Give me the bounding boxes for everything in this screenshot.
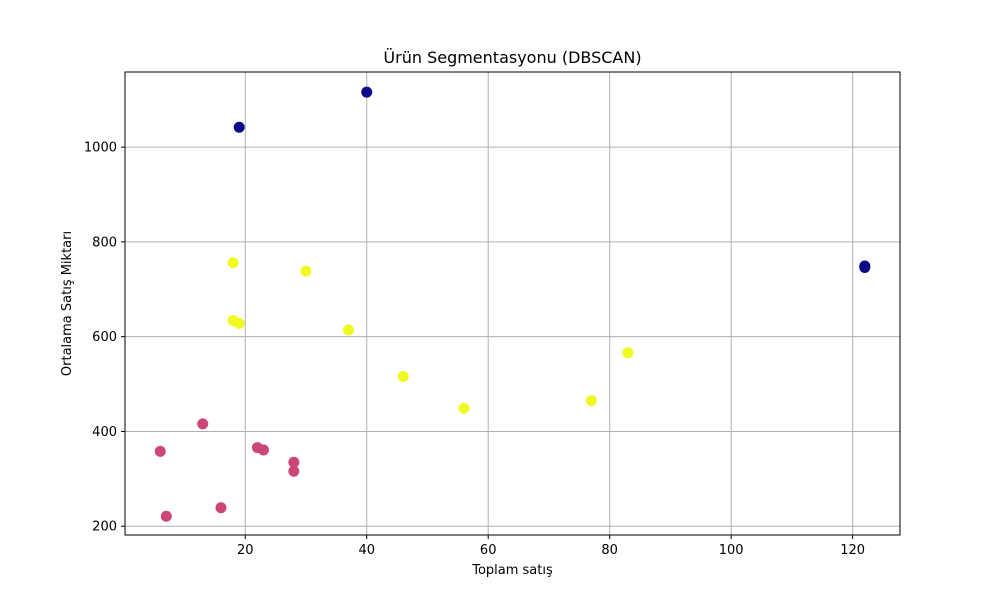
x-tick-label: 60	[480, 543, 497, 558]
y-tick-label: 200	[92, 520, 117, 535]
data-point	[300, 265, 312, 277]
data-point	[197, 418, 209, 430]
x-tick-label: 80	[601, 543, 618, 558]
data-point	[288, 456, 300, 468]
x-tick-label: 120	[840, 543, 865, 558]
data-point	[215, 502, 227, 514]
data-point	[585, 395, 597, 407]
data-point	[160, 510, 172, 522]
data-point	[233, 121, 245, 133]
data-point	[227, 257, 239, 269]
data-point	[288, 465, 300, 477]
data-point	[257, 444, 269, 456]
y-tick-label: 1000	[84, 141, 117, 156]
y-tick-label: 800	[92, 235, 117, 250]
data-point	[397, 370, 409, 382]
data-point	[154, 445, 166, 457]
plot-frame	[124, 71, 901, 536]
y-tick-label: 400	[92, 425, 117, 440]
grid	[125, 72, 900, 535]
x-axis-label: Toplam satış	[471, 563, 553, 578]
data-point	[361, 86, 373, 98]
data-point	[859, 261, 871, 273]
x-tick-label: 20	[237, 543, 254, 558]
data-points	[154, 86, 871, 522]
axis-ticks: 20 40 60 80 100 120 200 400 600 800 1000	[84, 141, 865, 558]
y-tick-label: 600	[92, 330, 117, 345]
y-axis-label: Ortalama Satış Miktarı	[60, 231, 75, 376]
x-tick-label: 100	[719, 543, 744, 558]
data-point	[622, 347, 634, 359]
data-point	[458, 402, 470, 414]
data-point	[343, 324, 355, 336]
data-point	[233, 317, 245, 329]
x-tick-label: 40	[358, 543, 375, 558]
chart-title: Ürün Segmentasyonu (DBSCAN)	[383, 48, 641, 67]
